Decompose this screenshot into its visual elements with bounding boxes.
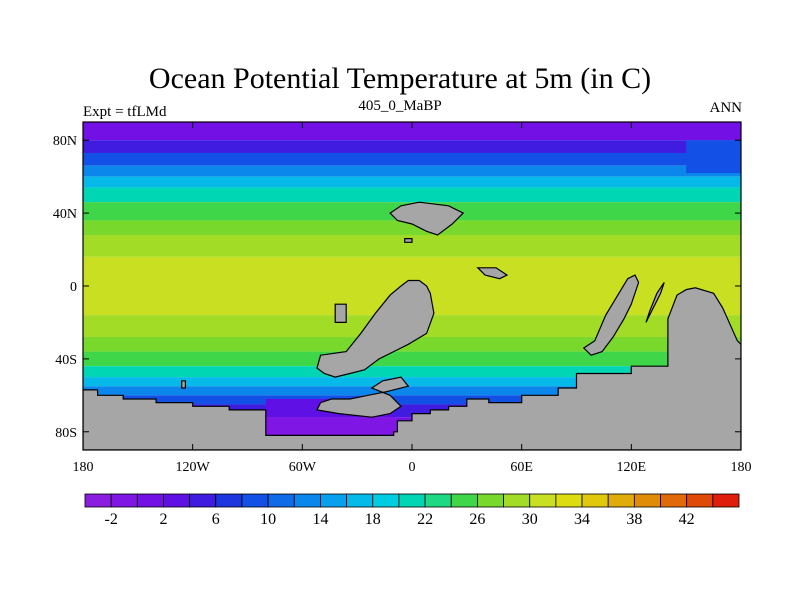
longitude-label: 120E <box>617 460 647 475</box>
colorbar-swatch <box>398 493 426 508</box>
colorbar-swatch <box>686 493 714 508</box>
ocean-temperature-band <box>83 395 741 405</box>
season-label: ANN <box>709 100 743 116</box>
colorbar-swatch <box>660 493 688 508</box>
colorbar-label: 34 <box>574 511 590 528</box>
experiment-label: Expt = tfLMd <box>83 104 167 120</box>
ocean-temperature-band <box>83 366 741 378</box>
ocean-temperature-band <box>83 152 741 166</box>
colorbar-swatch <box>346 493 374 508</box>
colorbar-swatch <box>633 493 661 508</box>
south-land-fragment <box>316 376 410 418</box>
colorbar-label: 2 <box>159 511 167 528</box>
ocean-temperature-band <box>83 176 741 188</box>
latitude-label: 80S <box>55 426 77 441</box>
colorbar-label: 10 <box>260 511 276 528</box>
southwest-islands <box>181 380 186 389</box>
colorbar-swatch <box>476 493 504 508</box>
ocean-temperature-band <box>83 165 741 177</box>
west-islet <box>334 303 347 323</box>
map-subtitle: 405_0_MaBP <box>358 98 442 114</box>
ocean-temperature-band <box>83 220 741 235</box>
ocean-temperature-band <box>83 337 741 352</box>
ocean-temperature-band <box>83 377 741 387</box>
longitude-label: 0 <box>409 460 416 475</box>
ocean-temperature-band <box>83 234 741 257</box>
latitude-label: 80N <box>53 134 77 149</box>
colorbar-label: 38 <box>626 511 642 528</box>
central-land-mass <box>316 279 435 378</box>
latitude-label: 0 <box>70 280 77 295</box>
east-island <box>645 282 665 323</box>
colorbar-swatch <box>267 493 295 508</box>
colorbar-swatch <box>241 493 269 508</box>
colorbar-swatch <box>110 493 138 508</box>
colorbar-swatch <box>607 493 635 508</box>
colorbar-swatch <box>320 493 348 508</box>
colorbar-label: 6 <box>212 511 220 528</box>
longitude-label: 60W <box>289 460 317 475</box>
ocean-temperature-patch <box>265 417 398 436</box>
colorbar-swatch <box>555 493 583 508</box>
colorbar-label: -2 <box>104 511 117 528</box>
colorbar-swatch <box>215 493 243 508</box>
latitude-label: 40N <box>53 207 77 222</box>
colorbar-label: 18 <box>365 511 381 528</box>
colorbar-label: 22 <box>417 511 433 528</box>
longitude-label: 180 <box>73 460 94 475</box>
colorbar-swatch <box>450 493 478 508</box>
colorbar-swatch <box>712 493 740 508</box>
longitude-label: 60E <box>510 460 533 475</box>
ocean-temperature-band <box>83 140 741 153</box>
longitude-label: 120W <box>176 460 211 475</box>
colorbar-swatch <box>136 493 164 508</box>
northern-land-mass <box>389 201 465 236</box>
colorbar-swatch <box>163 493 191 508</box>
colorbar-swatch <box>293 493 321 508</box>
colorbar-swatch <box>503 493 531 508</box>
colorbar-swatch <box>189 493 217 508</box>
latitude-label: 40S <box>55 353 77 368</box>
longitude-label: 180 <box>731 460 752 475</box>
east-peninsula <box>582 274 640 356</box>
colorbar-swatch <box>372 493 400 508</box>
ocean-temperature-band <box>83 351 741 367</box>
colorbar-swatch <box>529 493 557 508</box>
ocean-temperature-band <box>83 386 741 396</box>
colorbar-label: 14 <box>312 511 328 528</box>
colorbar-swatch <box>581 493 609 508</box>
colorbar-swatch <box>84 493 112 508</box>
colorbar-label: 30 <box>522 511 538 528</box>
colorbar-swatch <box>424 493 452 508</box>
north-islet <box>404 238 413 243</box>
ocean-temperature-band <box>83 187 741 203</box>
colorbar-label: 26 <box>469 511 485 528</box>
colorbar-label: 42 <box>679 511 695 528</box>
ocean-temperature-patch <box>686 140 741 174</box>
east-islets <box>476 267 509 280</box>
ocean-temperature-band <box>83 122 741 141</box>
map-title: Ocean Potential Temperature at 5m (in C) <box>148 62 652 95</box>
southern-land-mass <box>83 287 741 450</box>
